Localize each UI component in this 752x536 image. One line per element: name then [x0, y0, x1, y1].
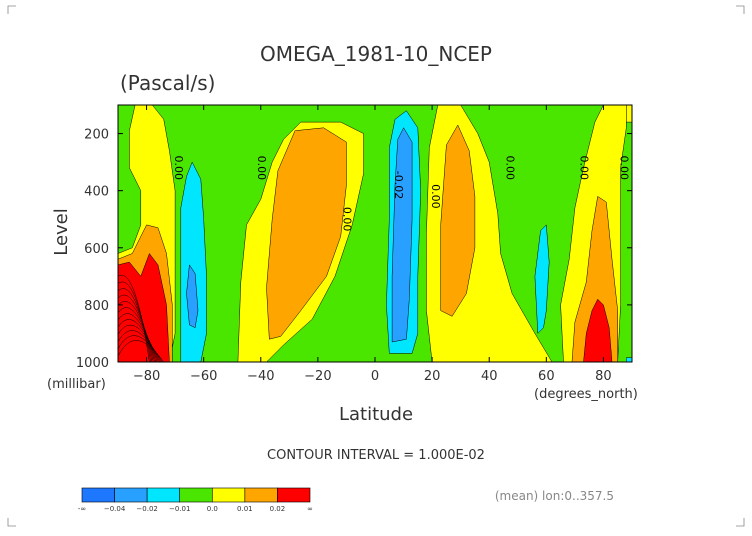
corner-mark-tr [736, 5, 745, 14]
region-red-nh-highlat [583, 298, 613, 362]
colorbar-label: 0.0 [207, 505, 218, 513]
contour-line-red-core [118, 319, 159, 362]
contour-line-red-core [118, 330, 162, 362]
contour-line-red-core [118, 307, 157, 362]
x-tick-label: 20 [424, 369, 441, 384]
y-tick-label: 200 [84, 128, 109, 143]
x-tick-label: −60 [190, 369, 217, 384]
contour-line-red-core [118, 281, 151, 362]
colorbar-swatch [277, 487, 311, 503]
colorbar-swatch [179, 487, 213, 503]
y-tick-label: 800 [84, 299, 109, 314]
contour-line-red-core [118, 274, 150, 362]
red-core-contour-lines [118, 274, 164, 362]
region-cyan-nh [534, 224, 550, 334]
contour-label: 0.00 [341, 207, 354, 232]
x-tick-label: −20 [304, 369, 331, 384]
region-cyan-corner [626, 357, 632, 362]
region-cyan-sh [180, 161, 207, 362]
chart-subtitle: (Pascal/s) [120, 71, 215, 95]
x-tick-label: −40 [247, 369, 274, 384]
colorbar-label: −0.01 [169, 505, 190, 513]
colorbar-label: −0.04 [104, 505, 126, 513]
contour-line-red-core [118, 335, 163, 362]
contour-line-red-core [118, 313, 158, 362]
colorbar-swatch [211, 487, 246, 503]
averaging-note: (mean) lon:0..357.5 [495, 489, 614, 503]
x-tick-label: 0 [371, 369, 379, 384]
colorbar-swatch [244, 487, 278, 503]
colorbar-swatch [146, 487, 181, 503]
region-blue2-sh [186, 264, 199, 329]
plot-area [118, 105, 632, 362]
page-corner-marks [7, 5, 745, 527]
contour-label: 0.00 [618, 156, 631, 181]
colorbar-label: ∞ [307, 505, 313, 513]
corner-mark-br [736, 518, 745, 527]
region-orange-eq-north [440, 124, 476, 317]
y-axis-label: Level [51, 208, 72, 256]
colorbar-label: 0.02 [270, 505, 286, 513]
x-tick-label: 40 [481, 369, 498, 384]
contour-line-red-core [118, 288, 153, 362]
x-axis-label: Latitude [339, 404, 413, 425]
x-tick-label: 80 [595, 369, 612, 384]
contour-label: 0.00 [578, 156, 591, 181]
y-axis-ticks: 200 400 600 800 1000 [76, 128, 632, 371]
contour-regions [118, 105, 632, 362]
colorbar-label: −0.02 [136, 505, 157, 513]
x-tick-label: −80 [133, 369, 160, 384]
region-red-sh-pole [118, 252, 170, 362]
y-tick-label: 600 [84, 242, 109, 257]
contour-label: 0.00 [255, 156, 268, 181]
contour-line-red-core [118, 294, 154, 362]
contour-line-red-core [118, 340, 164, 362]
region-yellow-corner [626, 105, 632, 123]
contour-label: 0.00 [429, 184, 442, 209]
contour-line-red-core [118, 301, 155, 362]
colorbar-label: -∞ [78, 505, 86, 513]
region-orange-sh-midlat [266, 127, 347, 340]
y-axis-units: (millibar) [47, 377, 106, 392]
colorbar-label: 0.01 [237, 505, 253, 513]
contour-interval-note: CONTOUR INTERVAL = 1.000E-02 [267, 448, 485, 463]
colorbar-swatch [114, 487, 148, 503]
contour-labels: 0.00 0.00 0.00 -0.02 0.00 0.00 0.00 0.00 [172, 156, 630, 232]
colorbar-swatch [81, 487, 115, 503]
contour-label: -0.02 [392, 171, 405, 199]
contour-label: 0.00 [503, 156, 516, 181]
x-axis-ticks: −80 −60 −40 −20 0 20 40 60 80 [133, 105, 612, 384]
region-blue2-eq [391, 127, 413, 343]
contour-label: 0.00 [172, 156, 185, 181]
colorbar: -∞ −0.04 −0.02 −0.01 0.0 0.01 0.02 ∞ [78, 487, 313, 513]
corner-mark-tl [7, 5, 16, 14]
x-tick-label: 60 [538, 369, 555, 384]
chart-title: OMEGA_1981-10_NCEP [260, 42, 492, 66]
corner-mark-bl [7, 518, 16, 527]
x-axis-units: (degrees_north) [534, 387, 638, 402]
contour-line-red-core [118, 324, 161, 362]
y-tick-label: 1000 [76, 356, 109, 371]
y-tick-label: 400 [84, 185, 109, 200]
